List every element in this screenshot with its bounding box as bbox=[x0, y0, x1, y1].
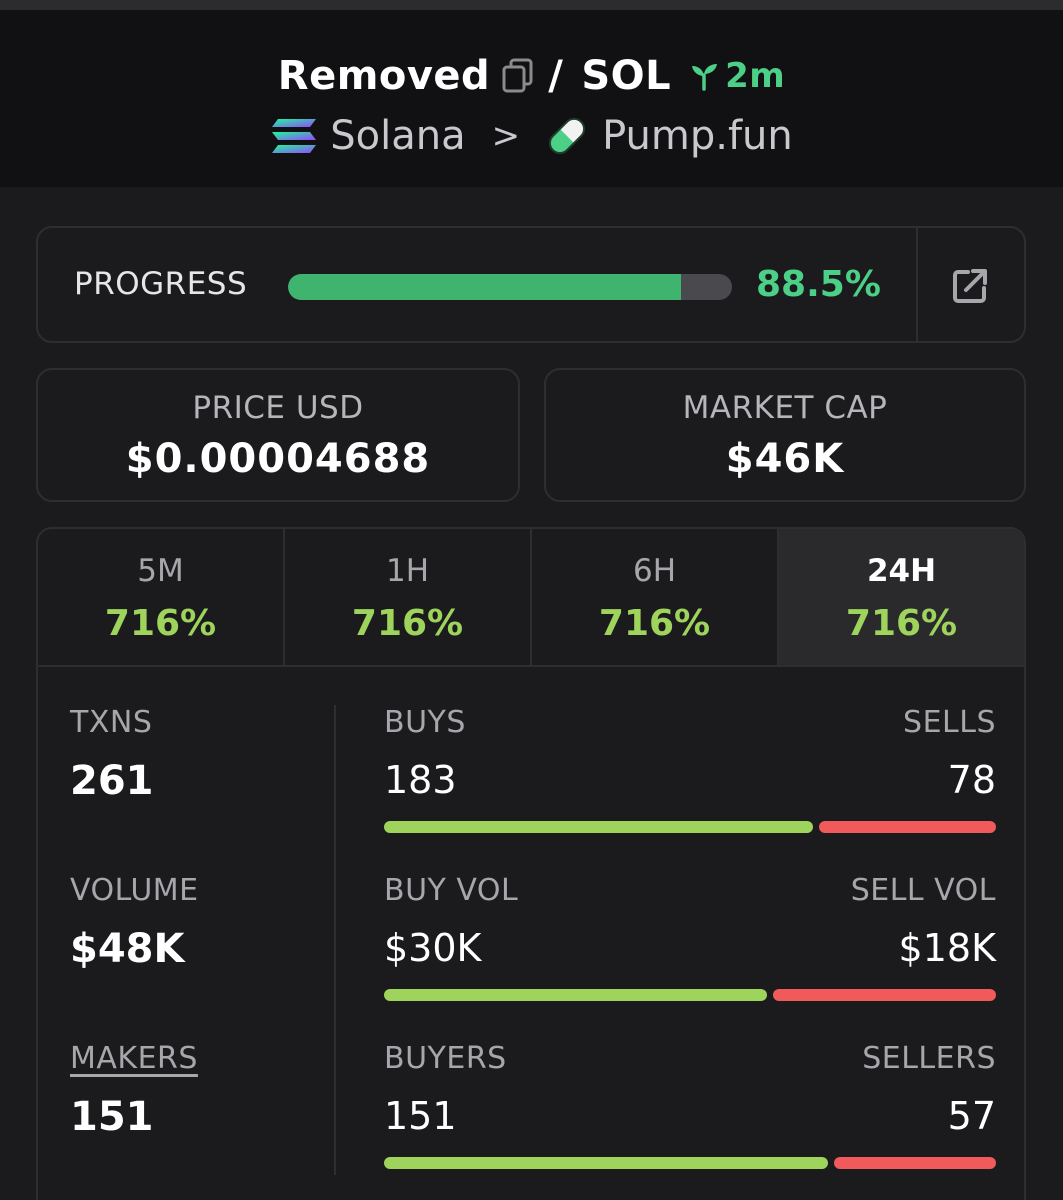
txns-label: TXNS bbox=[70, 705, 153, 740]
sell-share-bar bbox=[834, 1157, 996, 1169]
buy-vol-label: BUY VOL bbox=[384, 873, 519, 908]
price-usd-label: PRICE USD bbox=[192, 390, 364, 426]
external-link-icon bbox=[953, 269, 987, 303]
sellers-label: SELLERS bbox=[862, 1041, 996, 1076]
dex-name[interactable]: Pump.fun bbox=[602, 113, 793, 159]
timeframe-stats-card: 5M 716% 1H 716% 6H 716% 24H 716% TXNS 26… bbox=[36, 527, 1026, 1200]
buys-sells-split: BUYS SELLS 183 78 bbox=[384, 705, 996, 835]
token-name[interactable]: Removed bbox=[277, 53, 491, 99]
buyers-sellers-bar bbox=[384, 1157, 996, 1169]
token-age-value: 2m bbox=[725, 56, 786, 96]
top-edge-bar bbox=[0, 0, 1063, 10]
token-header: Removed / SOL 2m bbox=[0, 10, 1063, 187]
buys-sells-bar bbox=[384, 821, 996, 833]
buys-label: BUYS bbox=[384, 705, 466, 740]
buyers-value: 151 bbox=[384, 1094, 457, 1138]
copy-icon[interactable] bbox=[502, 58, 534, 94]
tab-5m[interactable]: 5M 716% bbox=[38, 529, 285, 665]
progress-bar bbox=[288, 274, 732, 300]
buyers-label: BUYERS bbox=[384, 1041, 507, 1076]
pair-separator: / bbox=[548, 53, 564, 99]
sells-label: SELLS bbox=[903, 705, 996, 740]
buy-sell-volume-split: BUY VOL SELL VOL $30K $18K bbox=[384, 873, 996, 1003]
sells-value: 78 bbox=[947, 758, 996, 802]
timeframe-tabs: 5M 716% 1H 716% 6H 716% 24H 716% bbox=[38, 529, 1024, 667]
price-usd-value: $0.00004688 bbox=[125, 436, 431, 482]
tab-label: 24H bbox=[866, 553, 937, 589]
tab-24h[interactable]: 24H 716% bbox=[779, 529, 1024, 665]
market-cap-label: MARKET CAP bbox=[682, 390, 888, 426]
txns-value: 261 bbox=[70, 758, 154, 804]
buy-vol-value: $30K bbox=[384, 926, 482, 970]
tab-change: 716% bbox=[598, 603, 711, 644]
tab-change: 716% bbox=[104, 603, 217, 644]
buy-sell-volume-bar bbox=[384, 989, 996, 1001]
volume-label: VOLUME bbox=[70, 873, 199, 908]
buy-share-bar bbox=[384, 1157, 829, 1169]
pump-pill-icon bbox=[544, 113, 590, 159]
bonding-progress-card: PROGRESS 88.5% bbox=[36, 226, 1026, 343]
makers-value: 151 bbox=[70, 1094, 154, 1140]
makers-metric: MAKERS 151 bbox=[70, 1041, 330, 1140]
progress-bar-fill bbox=[288, 274, 681, 300]
chain-breadcrumb: Solana > Pump.fun bbox=[0, 108, 1063, 164]
tab-label: 1H bbox=[385, 553, 430, 589]
market-cap-card: MARKET CAP $46K bbox=[544, 368, 1026, 502]
makers-label[interactable]: MAKERS bbox=[70, 1041, 198, 1076]
tab-6h[interactable]: 6H 716% bbox=[532, 529, 779, 665]
tab-change: 716% bbox=[845, 603, 958, 644]
token-pair-title: Removed / SOL 2m bbox=[0, 48, 1063, 104]
buy-share-bar bbox=[384, 821, 814, 833]
quote-symbol: SOL bbox=[581, 53, 672, 99]
solana-logo-icon bbox=[270, 117, 318, 155]
token-age: 2m bbox=[689, 56, 785, 96]
txns-metric: TXNS 261 bbox=[70, 705, 330, 804]
progress-value: 88.5% bbox=[756, 264, 881, 305]
tab-1h[interactable]: 1H 716% bbox=[285, 529, 532, 665]
progress-divider bbox=[916, 228, 918, 341]
sell-vol-label: SELL VOL bbox=[850, 873, 996, 908]
progress-label: PROGRESS bbox=[74, 266, 248, 302]
column-divider bbox=[334, 705, 336, 1175]
sprout-icon bbox=[692, 64, 718, 91]
tab-label: 5M bbox=[137, 553, 184, 589]
tab-label: 6H bbox=[632, 553, 677, 589]
sellers-value: 57 bbox=[947, 1094, 996, 1138]
buyers-sellers-split: BUYERS SELLERS 151 57 bbox=[384, 1041, 996, 1171]
tab-change: 716% bbox=[351, 603, 464, 644]
price-usd-card: PRICE USD $0.00004688 bbox=[36, 368, 520, 502]
market-cap-value: $46K bbox=[725, 436, 845, 482]
buy-share-bar bbox=[384, 989, 767, 1001]
chain-name[interactable]: Solana bbox=[330, 113, 466, 159]
external-link-button[interactable] bbox=[950, 266, 990, 306]
volume-value: $48K bbox=[70, 926, 185, 972]
sell-share-bar bbox=[819, 821, 996, 833]
volume-metric: VOLUME $48K bbox=[70, 873, 330, 972]
sell-share-bar bbox=[772, 989, 996, 1001]
chevron-right-icon: > bbox=[491, 116, 521, 156]
buys-value: 183 bbox=[384, 758, 457, 802]
sell-vol-value: $18K bbox=[898, 926, 996, 970]
